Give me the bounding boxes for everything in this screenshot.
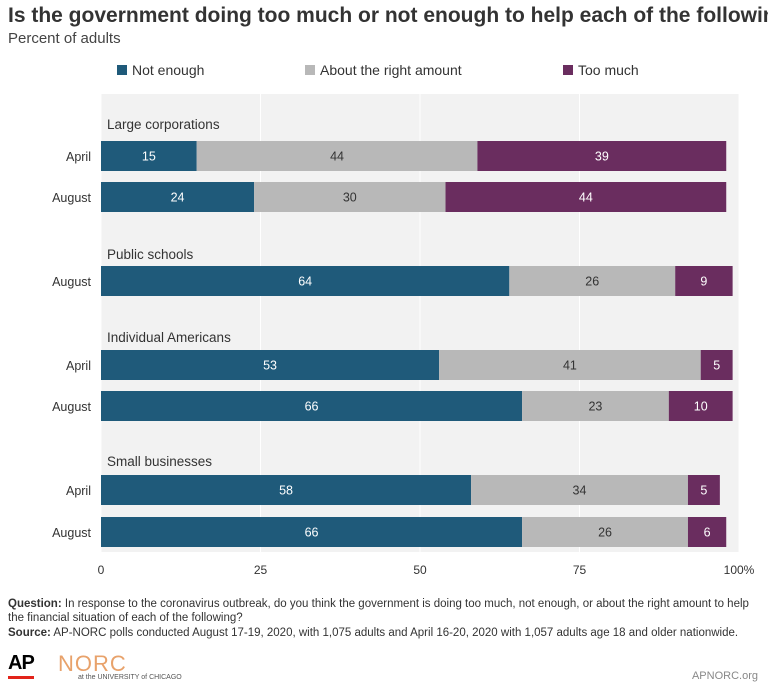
data-label: 26 [585,275,599,289]
source-label: Source: [8,627,51,639]
bar-segment [509,266,676,296]
ap-logo: AP [8,652,35,674]
bar-segment [687,517,727,547]
group-label: Large corporations [107,117,220,132]
bar-segment [668,391,733,421]
norc-logo: NORC [58,651,127,676]
legend-item-too-much: Too much [563,62,639,78]
bar-segment [439,350,701,380]
data-label: 9 [700,275,707,289]
data-label: 39 [595,150,609,164]
chart-title: Is the government doing too much or not … [8,4,768,27]
bar-segment [101,141,197,171]
group-label: Individual Americans [107,330,231,345]
bar-segment [700,350,733,380]
legend-swatch [117,65,127,75]
x-tick-label: 25 [254,563,268,577]
data-label: 66 [305,526,319,540]
bar-segment [522,517,688,547]
bar-segment [675,266,733,296]
bar-segment [101,266,510,296]
x-tick-label: 0 [98,563,105,577]
data-label: 64 [298,275,312,289]
bar-segment [101,391,523,421]
question-text: In response to the coronavirus outbreak,… [8,598,749,624]
group-label: Small businesses [107,454,212,469]
chart-subtitle: Percent of adults [8,30,121,47]
data-label: 44 [579,191,593,205]
bar-category-label: August [52,191,91,205]
source-text: AP-NORC polls conducted August 17-19, 20… [53,627,739,639]
bar-segment [196,141,478,171]
data-label: 53 [263,359,277,373]
legend-swatch [563,65,573,75]
data-label: 58 [279,484,293,498]
bar-category-label: August [52,400,91,414]
legend-label: About the right amount [320,62,462,78]
data-label: 66 [305,400,319,414]
data-label: 5 [713,359,720,373]
x-tick-label: 100% [724,563,755,577]
data-label: 26 [598,526,612,540]
ap-logo-underline [8,676,34,679]
legend-swatch [305,65,315,75]
stacked-bar-chart: 0 25 50 75 100% Large corporations April 15 44 39… [52,94,755,577]
data-label: 34 [573,484,587,498]
bar-segment [101,182,255,212]
bar-category-label: April [66,484,91,498]
bar-category-label: August [52,275,91,289]
group-label: Public schools [107,247,194,262]
bar-category-label: August [52,526,91,540]
bar-segment [445,182,727,212]
bar-segment [101,350,440,380]
data-label: 10 [694,400,708,414]
data-label: 24 [171,191,185,205]
bar-segment [522,391,669,421]
data-label: 30 [343,191,357,205]
question-label: Question: [8,598,62,610]
data-label: 6 [704,526,711,540]
data-label: 5 [700,484,707,498]
bar-segment [471,475,688,505]
bar-segment [101,475,472,505]
data-label: 44 [330,150,344,164]
data-label: 23 [588,400,602,414]
bar-category-label: April [66,150,91,164]
footer-question: Question: In response to the coronavirus… [8,597,760,625]
bar-segment [254,182,446,212]
x-tick-label: 50 [413,563,427,577]
data-label: 15 [142,150,156,164]
legend-label: Too much [578,62,639,78]
bar-segment [101,517,523,547]
bar-segment [687,475,720,505]
norc-subtitle: at the UNIVERSITY of CHICAGO [78,674,182,681]
legend-label: Not enough [132,62,205,78]
legend: Not enough About the right amount Too mu… [0,62,768,80]
bar-category-label: April [66,359,91,373]
footer-source: Source: AP-NORC polls conducted August 1… [8,626,760,640]
bar-segment [477,141,727,171]
data-label: 41 [563,359,577,373]
x-tick-label: 75 [573,563,587,577]
apnorc-site-link[interactable]: APNORC.org [691,670,758,682]
legend-item-not-enough: Not enough [117,62,204,78]
legend-item-about-right: About the right amount [305,62,462,78]
